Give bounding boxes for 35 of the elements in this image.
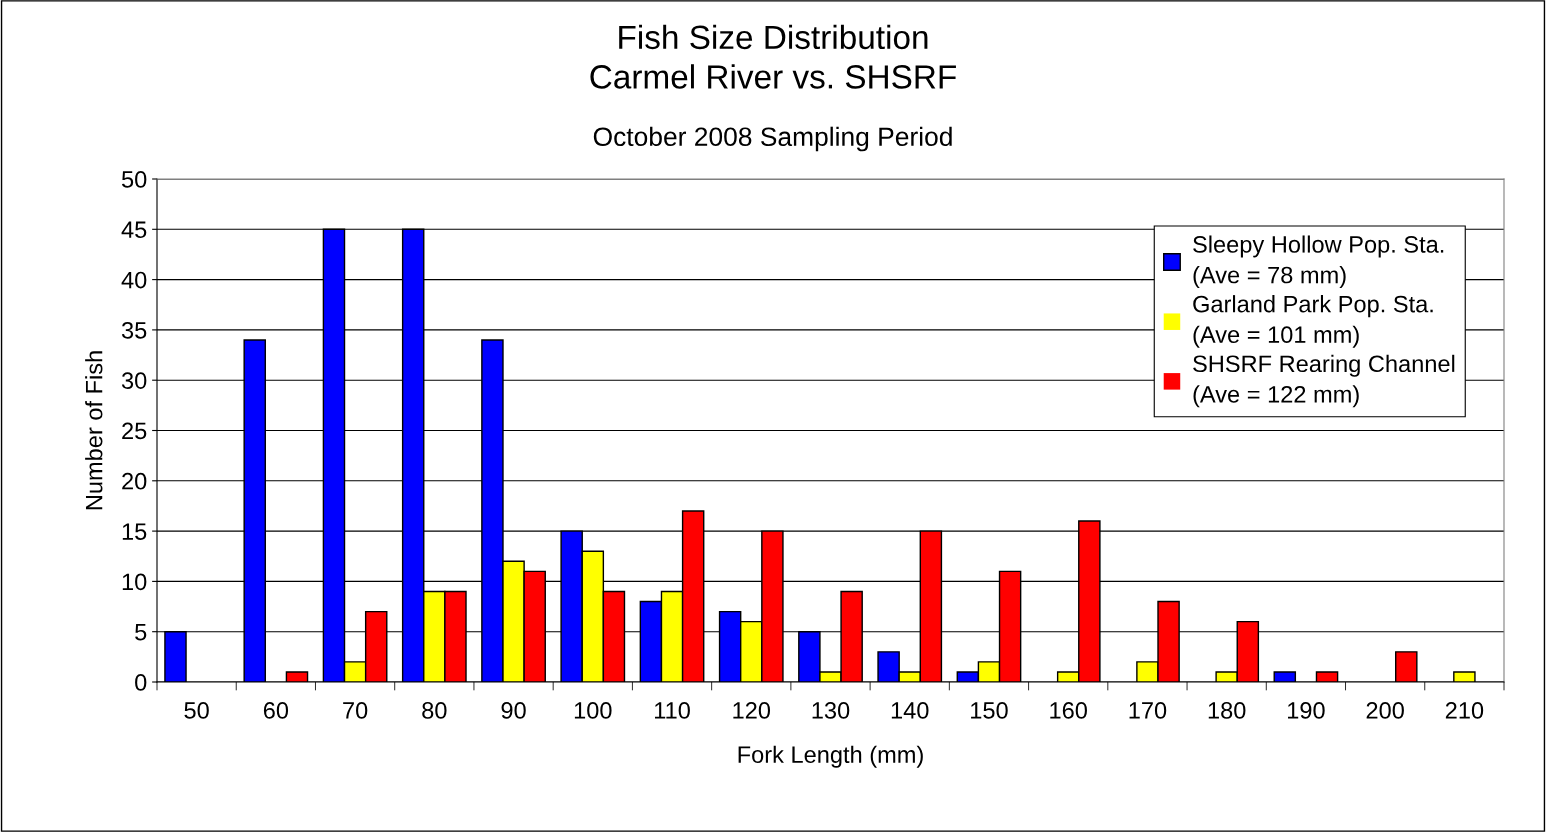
legend-label: SHSRF Rearing Channel (Ave = 122 mm) (1193, 354, 1455, 408)
y-tick-label: 20 (122, 472, 147, 490)
y-tick-label: 15 (122, 523, 147, 540)
y-tick-label: 45 (121, 221, 147, 239)
x-tick-label: 50 (184, 702, 209, 719)
y-axis-title: Number of Fish (85, 351, 103, 510)
x-tick-label: 130 (812, 702, 850, 719)
y-tick-label: 40 (121, 271, 147, 289)
chart-subtitle: October 2008 Sampling Period (593, 126, 952, 152)
y-tick-label: 25 (122, 422, 147, 440)
x-tick-label: 110 (655, 702, 690, 719)
x-tick-label: 60 (263, 702, 289, 719)
x-tick-label: 90 (501, 702, 526, 719)
y-tick-label: 35 (121, 321, 147, 339)
x-axis-title: Fork Length (mm) (738, 745, 923, 768)
x-tick-label: 140 (891, 702, 929, 719)
chart-title: Fish Size Distribution Carmel River vs. SHSRF (590, 24, 956, 89)
x-tick-label: 210 (1445, 702, 1484, 719)
y-tick-label: 50 (121, 171, 147, 188)
x-tick-label: 170 (1129, 702, 1167, 719)
x-tick-label: 150 (971, 702, 1008, 719)
y-tick-label: 10 (122, 573, 147, 591)
x-tick-label: 100 (574, 702, 612, 719)
x-tick-label: 80 (422, 702, 447, 719)
legend-label: Sleepy Hollow Pop. Sta. (Ave = 78 mm) (1193, 235, 1444, 289)
y-tick-label: 30 (121, 372, 147, 389)
legend-label: Garland Park Pop. Sta. (Ave = 101 mm) (1193, 295, 1433, 348)
x-tick-label: 180 (1208, 702, 1246, 719)
x-tick-label: 70 (343, 702, 368, 719)
x-tick-label: 190 (1288, 702, 1325, 719)
x-tick-label: 200 (1366, 702, 1404, 719)
x-tick-label: 160 (1050, 702, 1087, 719)
y-tick-label: 5 (135, 624, 147, 641)
x-tick-label: 120 (733, 702, 771, 719)
y-tick-label: 0 (135, 674, 147, 691)
